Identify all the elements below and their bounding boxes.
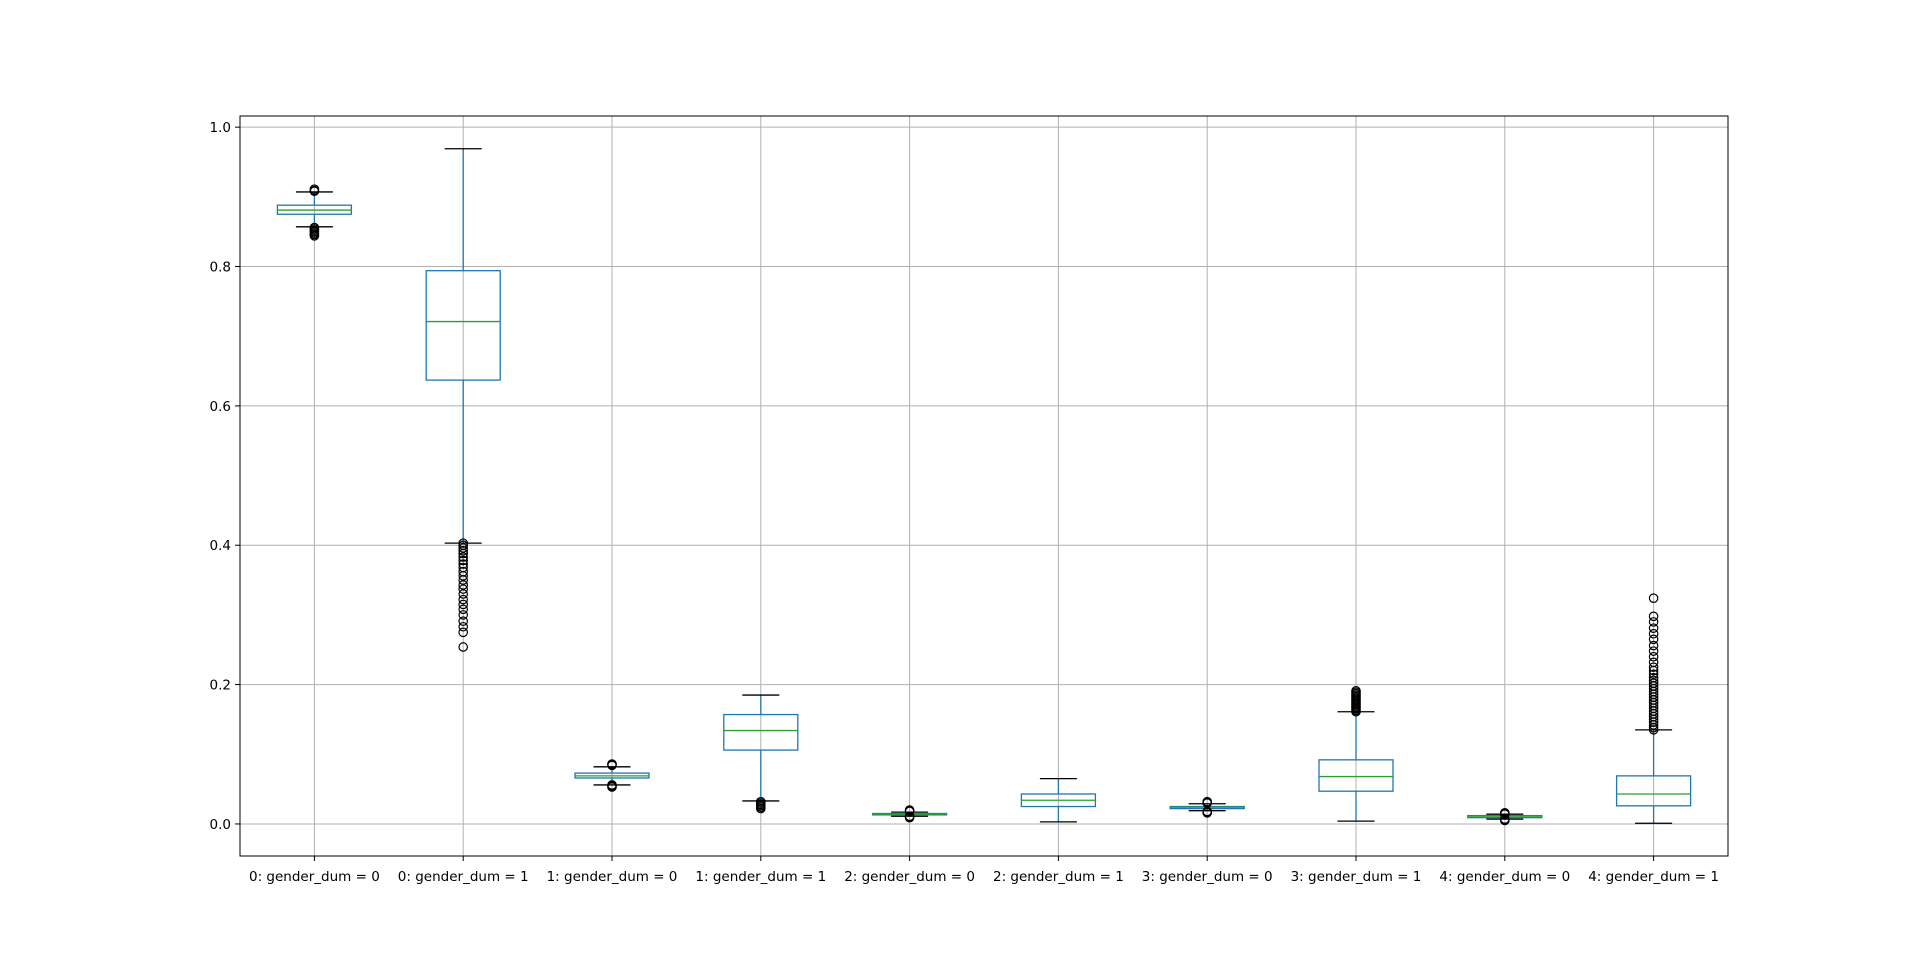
outlier-point bbox=[309, 184, 320, 194]
box-group bbox=[1318, 686, 1394, 822]
x-tick-label: 1: gender_dum = 0 bbox=[547, 869, 678, 885]
y-tick-label: 0.6 bbox=[210, 399, 231, 415]
outlier-point bbox=[1648, 672, 1659, 683]
outlier-point bbox=[458, 589, 468, 599]
box-plot-series bbox=[276, 148, 1692, 826]
outlier-point bbox=[309, 222, 320, 233]
outlier-point bbox=[1648, 669, 1659, 679]
outlier-point bbox=[458, 621, 468, 632]
box-group bbox=[723, 694, 799, 814]
outlier-point bbox=[1500, 814, 1510, 824]
outlier-point bbox=[755, 796, 766, 807]
outlier-point bbox=[1648, 593, 1659, 603]
box-group bbox=[871, 805, 948, 823]
box-group bbox=[276, 184, 353, 241]
outlier-point bbox=[458, 616, 468, 626]
outlier-point bbox=[458, 552, 468, 562]
outlier-point bbox=[458, 566, 468, 577]
outlier-point bbox=[458, 642, 468, 652]
y-tick-label: 1.0 bbox=[210, 120, 231, 136]
x-tick-label: 2: gender_dum = 0 bbox=[844, 869, 975, 885]
outlier-point bbox=[458, 562, 468, 573]
x-tick-label: 2: gender_dum = 1 bbox=[993, 869, 1124, 885]
x-tick-label: 3: gender_dum = 1 bbox=[1291, 869, 1422, 885]
outlier-point bbox=[1648, 611, 1659, 622]
outlier-point bbox=[1648, 628, 1659, 639]
outlier-point bbox=[458, 604, 468, 615]
outlier-point bbox=[458, 584, 468, 594]
box-group bbox=[1020, 778, 1097, 823]
x-tick-label: 4: gender_dum = 1 bbox=[1588, 869, 1719, 885]
outlier-point bbox=[1351, 686, 1361, 696]
outlier-point bbox=[1202, 796, 1212, 807]
box-group bbox=[1467, 807, 1543, 826]
iqr-box bbox=[1318, 759, 1394, 792]
outlier-point bbox=[1648, 651, 1659, 662]
outlier-point bbox=[1648, 675, 1659, 686]
outlier-point bbox=[1500, 807, 1510, 818]
outlier-point bbox=[904, 811, 915, 822]
outlier-point bbox=[1648, 678, 1659, 688]
outlier-point bbox=[607, 759, 617, 769]
outlier-point bbox=[1648, 646, 1659, 656]
box-group bbox=[1615, 593, 1692, 824]
x-tick-label: 0: gender_dum = 1 bbox=[398, 869, 529, 885]
outlier-point bbox=[1648, 640, 1659, 651]
outlier-point bbox=[458, 580, 468, 590]
outlier-point bbox=[458, 546, 468, 556]
y-axis: 0.0 0.2 0.4 0.6 0.8 1.0 bbox=[210, 120, 240, 833]
outlier-point bbox=[1648, 617, 1659, 627]
x-tick-label: 4: gender_dum = 0 bbox=[1439, 869, 1570, 885]
y-tick-label: 0.0 bbox=[210, 817, 231, 833]
x-tick-label: 0: gender_dum = 0 bbox=[249, 869, 380, 885]
iqr-box bbox=[1615, 775, 1692, 807]
x-tick-label: 1: gender_dum = 1 bbox=[695, 869, 826, 885]
outlier-point bbox=[458, 538, 468, 548]
outlier-point bbox=[1648, 662, 1659, 672]
outlier-point bbox=[458, 555, 468, 566]
y-tick-label: 0.2 bbox=[210, 678, 231, 694]
y-tick-label: 0.4 bbox=[210, 538, 231, 554]
iqr-box bbox=[425, 270, 501, 381]
box-group bbox=[574, 759, 650, 792]
box-group bbox=[1169, 796, 1245, 818]
outlier-point bbox=[458, 559, 468, 569]
outlier-point bbox=[607, 780, 617, 790]
outlier-point bbox=[1648, 623, 1659, 633]
outlier-point bbox=[458, 627, 468, 638]
x-axis: 0: gender_dum = 0 0: gender_dum = 1 1: gen… bbox=[249, 856, 1719, 885]
outlier-point bbox=[1648, 657, 1659, 668]
y-tick-label: 0.8 bbox=[210, 260, 231, 276]
outlier-point bbox=[458, 594, 468, 605]
iqr-box bbox=[723, 713, 799, 751]
outlier-point bbox=[1648, 634, 1659, 645]
outlier-point bbox=[458, 599, 468, 610]
axes-frame bbox=[239, 115, 1729, 857]
outlier-point bbox=[904, 805, 915, 815]
outlier-point bbox=[458, 543, 468, 553]
box-group bbox=[425, 148, 501, 652]
outlier-point bbox=[458, 610, 468, 620]
x-tick-label: 3: gender_dum = 0 bbox=[1142, 869, 1273, 885]
